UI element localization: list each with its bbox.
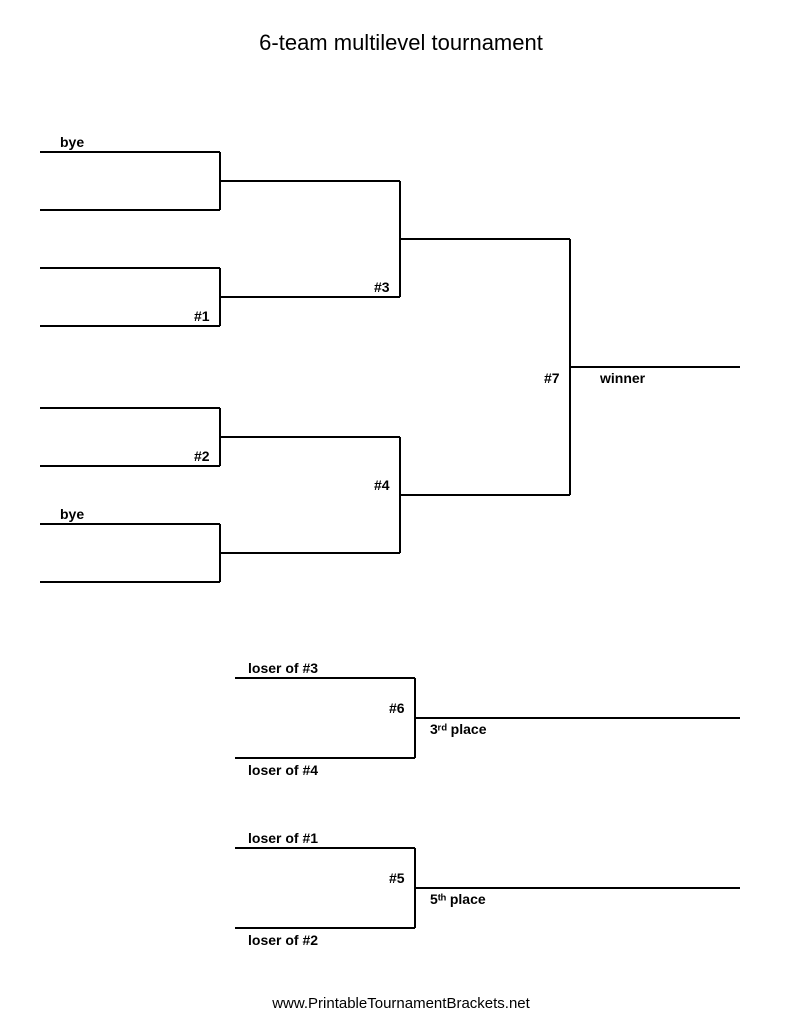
match-3-label: #3 (374, 279, 390, 295)
bracket-page: 6-team multilevel tournament (0, 0, 802, 1024)
match-6-label: #6 (389, 700, 405, 716)
bye-label-bottom: bye (60, 506, 84, 522)
match-1-label: #1 (194, 308, 210, 324)
match-5-label: #5 (389, 870, 405, 886)
place-3-label: 3ʳᵈ place (430, 721, 486, 737)
match-7-label: #7 (544, 370, 560, 386)
loser-3-label: loser of #3 (248, 660, 318, 676)
loser-2-label: loser of #2 (248, 932, 318, 948)
winner-label: winner (600, 370, 645, 386)
loser-1-label: loser of #1 (248, 830, 318, 846)
place-5-label: 5ᵗʰ place (430, 891, 486, 907)
match-4-label: #4 (374, 477, 390, 493)
match-2-label: #2 (194, 448, 210, 464)
footer-text: www.PrintableTournamentBrackets.net (0, 995, 802, 1012)
loser-4-label: loser of #4 (248, 762, 318, 778)
bye-label-top: bye (60, 134, 84, 150)
